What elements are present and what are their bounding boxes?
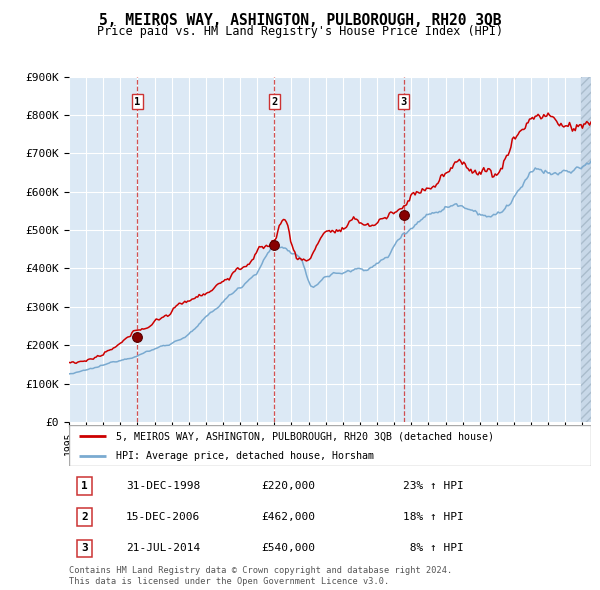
Text: 21-JUL-2014: 21-JUL-2014 — [126, 543, 200, 553]
FancyBboxPatch shape — [69, 425, 591, 466]
Text: 3: 3 — [400, 97, 407, 107]
Text: 31-DEC-1998: 31-DEC-1998 — [126, 481, 200, 491]
Text: Contains HM Land Registry data © Crown copyright and database right 2024.: Contains HM Land Registry data © Crown c… — [69, 566, 452, 575]
Text: 2: 2 — [81, 512, 88, 522]
Text: 5, MEIROS WAY, ASHINGTON, PULBOROUGH, RH20 3QB (detached house): 5, MEIROS WAY, ASHINGTON, PULBOROUGH, RH… — [116, 431, 494, 441]
Text: £220,000: £220,000 — [261, 481, 315, 491]
Text: HPI: Average price, detached house, Horsham: HPI: Average price, detached house, Hors… — [116, 451, 374, 461]
Text: 1: 1 — [81, 481, 88, 491]
Text: 15-DEC-2006: 15-DEC-2006 — [126, 512, 200, 522]
Text: 23% ↑ HPI: 23% ↑ HPI — [403, 481, 464, 491]
Text: 5, MEIROS WAY, ASHINGTON, PULBOROUGH, RH20 3QB: 5, MEIROS WAY, ASHINGTON, PULBOROUGH, RH… — [99, 13, 501, 28]
Text: Price paid vs. HM Land Registry's House Price Index (HPI): Price paid vs. HM Land Registry's House … — [97, 25, 503, 38]
Text: 3: 3 — [81, 543, 88, 553]
Text: £462,000: £462,000 — [261, 512, 315, 522]
Text: This data is licensed under the Open Government Licence v3.0.: This data is licensed under the Open Gov… — [69, 577, 389, 586]
Text: 8% ↑ HPI: 8% ↑ HPI — [403, 543, 464, 553]
Text: 1: 1 — [134, 97, 140, 107]
Text: £540,000: £540,000 — [261, 543, 315, 553]
Text: 18% ↑ HPI: 18% ↑ HPI — [403, 512, 464, 522]
Polygon shape — [581, 77, 591, 422]
Text: 2: 2 — [271, 97, 278, 107]
